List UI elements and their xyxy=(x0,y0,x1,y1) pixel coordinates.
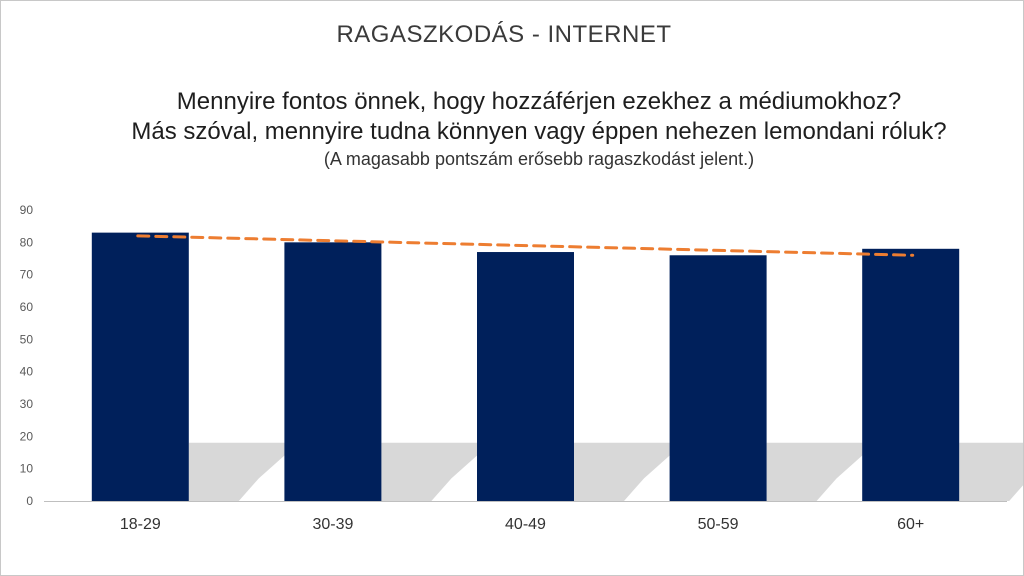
bar-shadow xyxy=(959,442,1024,501)
bar-shadow xyxy=(381,442,492,501)
y-tick-label: 80 xyxy=(20,235,34,249)
bar xyxy=(477,252,574,501)
chart-subtitle-line-1: Mennyire fontos önnek, hogy hozzáférjen … xyxy=(176,88,902,115)
trend-line xyxy=(136,234,915,257)
x-tick-label: 60+ xyxy=(897,516,924,533)
x-tick-label: 30-39 xyxy=(312,516,353,533)
bar-shadow xyxy=(574,442,684,501)
y-tick-label: 0 xyxy=(26,494,33,508)
x-tick-label: 50-59 xyxy=(698,516,739,533)
y-tick-label: 30 xyxy=(20,397,34,411)
bar xyxy=(669,255,767,501)
bar xyxy=(284,242,382,502)
chart-title: RAGASZKODÁS - INTERNET xyxy=(336,21,672,48)
y-tick-label: 50 xyxy=(20,332,34,346)
x-tick-label: 18-29 xyxy=(120,516,161,533)
bar xyxy=(862,248,960,501)
y-tick-label: 90 xyxy=(20,203,34,217)
y-tick-label: 20 xyxy=(20,429,34,443)
y-tick-label: 70 xyxy=(20,268,34,282)
y-tick-label: 10 xyxy=(20,462,34,476)
y-tick-label: 40 xyxy=(20,365,34,379)
chart-note: (A magasabb pontszám erősebb ragaszkodás… xyxy=(323,149,755,169)
y-tick-label: 60 xyxy=(20,300,34,314)
chart-subtitle-line-2: Más szóval, mennyire tudna könnyen vagy … xyxy=(131,118,947,145)
x-tick-label: 40-49 xyxy=(505,516,546,533)
bar xyxy=(91,232,189,501)
bar-shadow xyxy=(766,442,877,501)
bar-shadow xyxy=(188,442,299,501)
